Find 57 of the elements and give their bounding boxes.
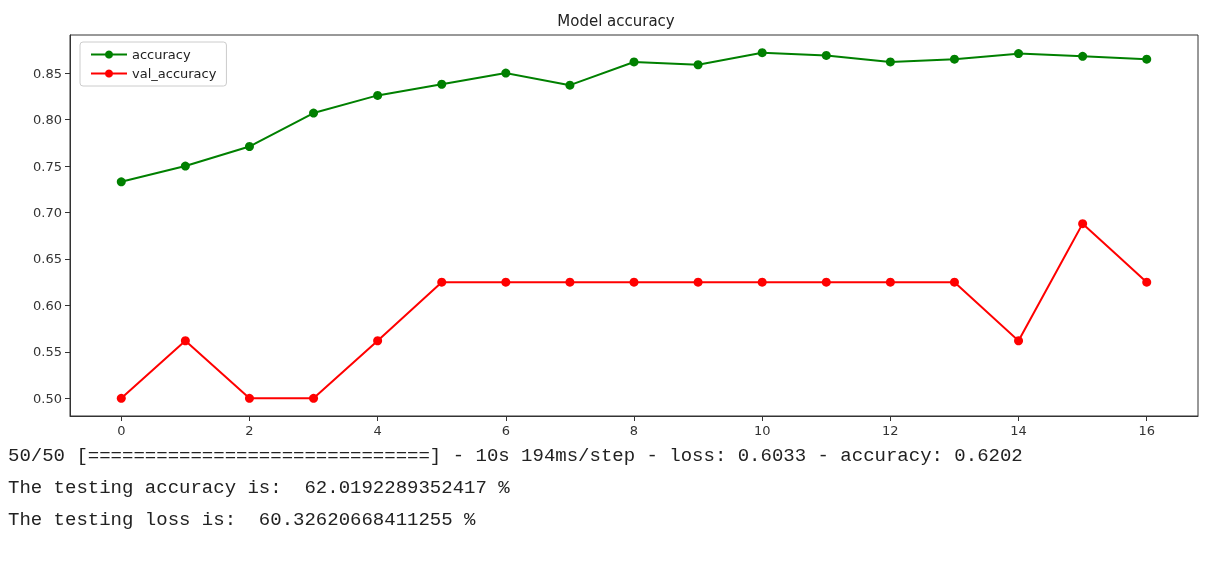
x-tick-label: 16 xyxy=(1138,423,1155,438)
x-tick-label: 4 xyxy=(373,423,382,438)
point xyxy=(116,393,126,403)
point xyxy=(1014,49,1024,59)
x-tick-label: 12 xyxy=(882,423,899,438)
x-tick-label: 2 xyxy=(245,423,254,438)
point xyxy=(116,177,126,187)
legend-label: val_accuracy xyxy=(132,66,217,81)
point xyxy=(693,60,703,70)
point xyxy=(373,336,383,346)
text: The testing loss is: 60.32620668411255 % xyxy=(8,508,477,533)
point xyxy=(180,336,190,346)
point xyxy=(1078,51,1088,61)
point xyxy=(565,80,575,90)
y-tick-label: 0.55 xyxy=(33,344,62,360)
point xyxy=(949,277,959,287)
point xyxy=(1078,219,1088,229)
point xyxy=(885,57,895,67)
point xyxy=(501,68,511,78)
point xyxy=(309,393,319,403)
point xyxy=(1142,54,1152,64)
point xyxy=(565,277,575,287)
point xyxy=(629,57,639,67)
point xyxy=(373,90,383,100)
point xyxy=(949,54,959,64)
x-tick-label: 14 xyxy=(1010,423,1027,438)
x-tick-label: 6 xyxy=(501,423,510,438)
x-tick-label: 8 xyxy=(629,423,639,438)
point xyxy=(437,79,447,89)
x-tick-label: 10 xyxy=(753,423,771,438)
point xyxy=(180,161,190,171)
legend-label: accuracy xyxy=(132,47,191,62)
point xyxy=(757,277,767,287)
y-tick-label: 0.75 xyxy=(33,158,62,174)
y-tick-label: 0.65 xyxy=(33,251,62,267)
y-tick-label: 0.85 xyxy=(33,65,62,81)
point xyxy=(244,142,254,152)
point xyxy=(821,277,831,287)
y-tick-label: 0.70 xyxy=(33,204,62,220)
point xyxy=(885,277,895,287)
point xyxy=(309,108,319,118)
point xyxy=(693,277,703,287)
point xyxy=(821,50,831,60)
point xyxy=(629,277,639,287)
y-tick-label: 0.80 xyxy=(33,112,62,128)
x-tick-label: 0 xyxy=(117,423,126,438)
point xyxy=(1014,336,1024,346)
text: 50/50 [==============================] - 10s 194ms/step - loss: 0.6033 - accuracy: 0.6202 xyxy=(8,444,1024,469)
point xyxy=(1142,277,1152,287)
chart-title: Model accuracy xyxy=(557,11,675,30)
y-tick-label: 0.50 xyxy=(33,390,62,406)
y-tick-label: 0.60 xyxy=(33,297,62,313)
text: The testing accuracy is: 62.0192289352417 % xyxy=(8,476,511,501)
point xyxy=(757,48,767,58)
point xyxy=(501,277,511,287)
point xyxy=(244,393,254,403)
point xyxy=(437,277,447,287)
